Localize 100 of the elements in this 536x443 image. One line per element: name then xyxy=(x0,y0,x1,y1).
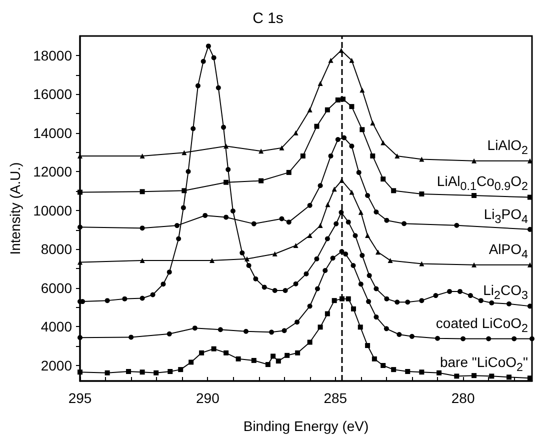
point xyxy=(272,251,278,256)
point xyxy=(104,370,110,376)
point xyxy=(356,170,362,175)
point xyxy=(192,326,198,331)
point xyxy=(435,336,440,341)
point xyxy=(199,350,204,356)
point xyxy=(388,258,393,263)
point xyxy=(447,288,452,294)
point xyxy=(365,193,370,198)
point xyxy=(506,374,512,380)
y-tick-label: 10000 xyxy=(33,202,72,218)
point xyxy=(530,336,534,342)
point xyxy=(419,156,424,162)
point xyxy=(346,220,351,225)
point xyxy=(380,362,386,368)
point xyxy=(200,58,206,64)
point xyxy=(384,218,390,223)
point xyxy=(472,158,477,164)
point xyxy=(365,343,370,348)
point xyxy=(211,346,216,352)
point xyxy=(374,209,379,214)
point xyxy=(276,358,281,364)
point xyxy=(349,190,354,195)
point xyxy=(372,356,377,362)
point xyxy=(140,226,145,231)
point xyxy=(307,202,312,208)
point xyxy=(262,284,267,290)
series-label: Li$_{2}$CO$_{3}$ xyxy=(483,282,528,304)
point xyxy=(351,306,356,312)
x-tick-label: 290 xyxy=(196,390,220,406)
point xyxy=(419,370,424,375)
point xyxy=(322,268,328,274)
point xyxy=(150,292,156,298)
point xyxy=(391,188,396,194)
point xyxy=(195,83,200,88)
point xyxy=(512,336,517,342)
point xyxy=(489,374,494,379)
point xyxy=(272,288,278,293)
point xyxy=(211,55,216,60)
point xyxy=(224,144,229,149)
point xyxy=(230,208,236,214)
y-tick-label: 18000 xyxy=(33,47,72,64)
point xyxy=(328,153,334,158)
point xyxy=(396,332,402,337)
point xyxy=(293,243,298,248)
point xyxy=(104,298,110,304)
series-label: AlPO$_{4}$ xyxy=(488,241,528,263)
point xyxy=(366,299,372,304)
series-label: Li$_{3}$PO$_{4}$ xyxy=(484,206,528,228)
point xyxy=(332,298,337,304)
point xyxy=(374,314,379,320)
point xyxy=(126,369,132,374)
y-tick-label: 14000 xyxy=(33,124,72,141)
point xyxy=(419,298,424,304)
point xyxy=(166,331,172,336)
point xyxy=(300,153,306,158)
point xyxy=(251,221,256,226)
point xyxy=(330,256,336,261)
chart-title: C 1s xyxy=(252,10,284,27)
point xyxy=(294,320,300,325)
point xyxy=(78,335,82,340)
x-tick-label: 285 xyxy=(324,390,348,406)
point xyxy=(506,301,512,306)
point xyxy=(251,358,256,363)
y-tick-label: 8000 xyxy=(40,241,72,258)
point xyxy=(140,370,145,375)
point xyxy=(286,170,292,175)
point xyxy=(206,44,211,49)
point xyxy=(436,370,442,376)
point xyxy=(384,326,389,332)
y-tick-label: 16000 xyxy=(33,86,72,102)
point xyxy=(295,350,300,356)
point xyxy=(253,276,258,282)
point xyxy=(293,130,298,136)
point xyxy=(202,212,208,218)
point xyxy=(376,250,381,255)
point xyxy=(122,296,128,302)
point xyxy=(370,153,376,158)
point xyxy=(224,350,229,356)
point xyxy=(188,360,194,365)
point xyxy=(358,324,363,330)
point xyxy=(349,58,354,63)
point xyxy=(140,296,145,301)
y-tick-label: 12000 xyxy=(33,164,72,180)
point xyxy=(286,220,292,225)
point xyxy=(419,191,424,196)
point xyxy=(343,252,348,257)
point xyxy=(324,107,330,112)
x-tick-label: 280 xyxy=(451,390,475,406)
y-axis-title: Intensity (A.U.) xyxy=(7,162,23,255)
point xyxy=(374,286,379,292)
point xyxy=(176,236,182,242)
point xyxy=(269,330,274,335)
point xyxy=(293,281,298,286)
point xyxy=(472,373,477,378)
point xyxy=(349,144,354,149)
point xyxy=(180,205,186,210)
point xyxy=(166,270,172,275)
point xyxy=(360,127,365,132)
point xyxy=(468,293,473,298)
